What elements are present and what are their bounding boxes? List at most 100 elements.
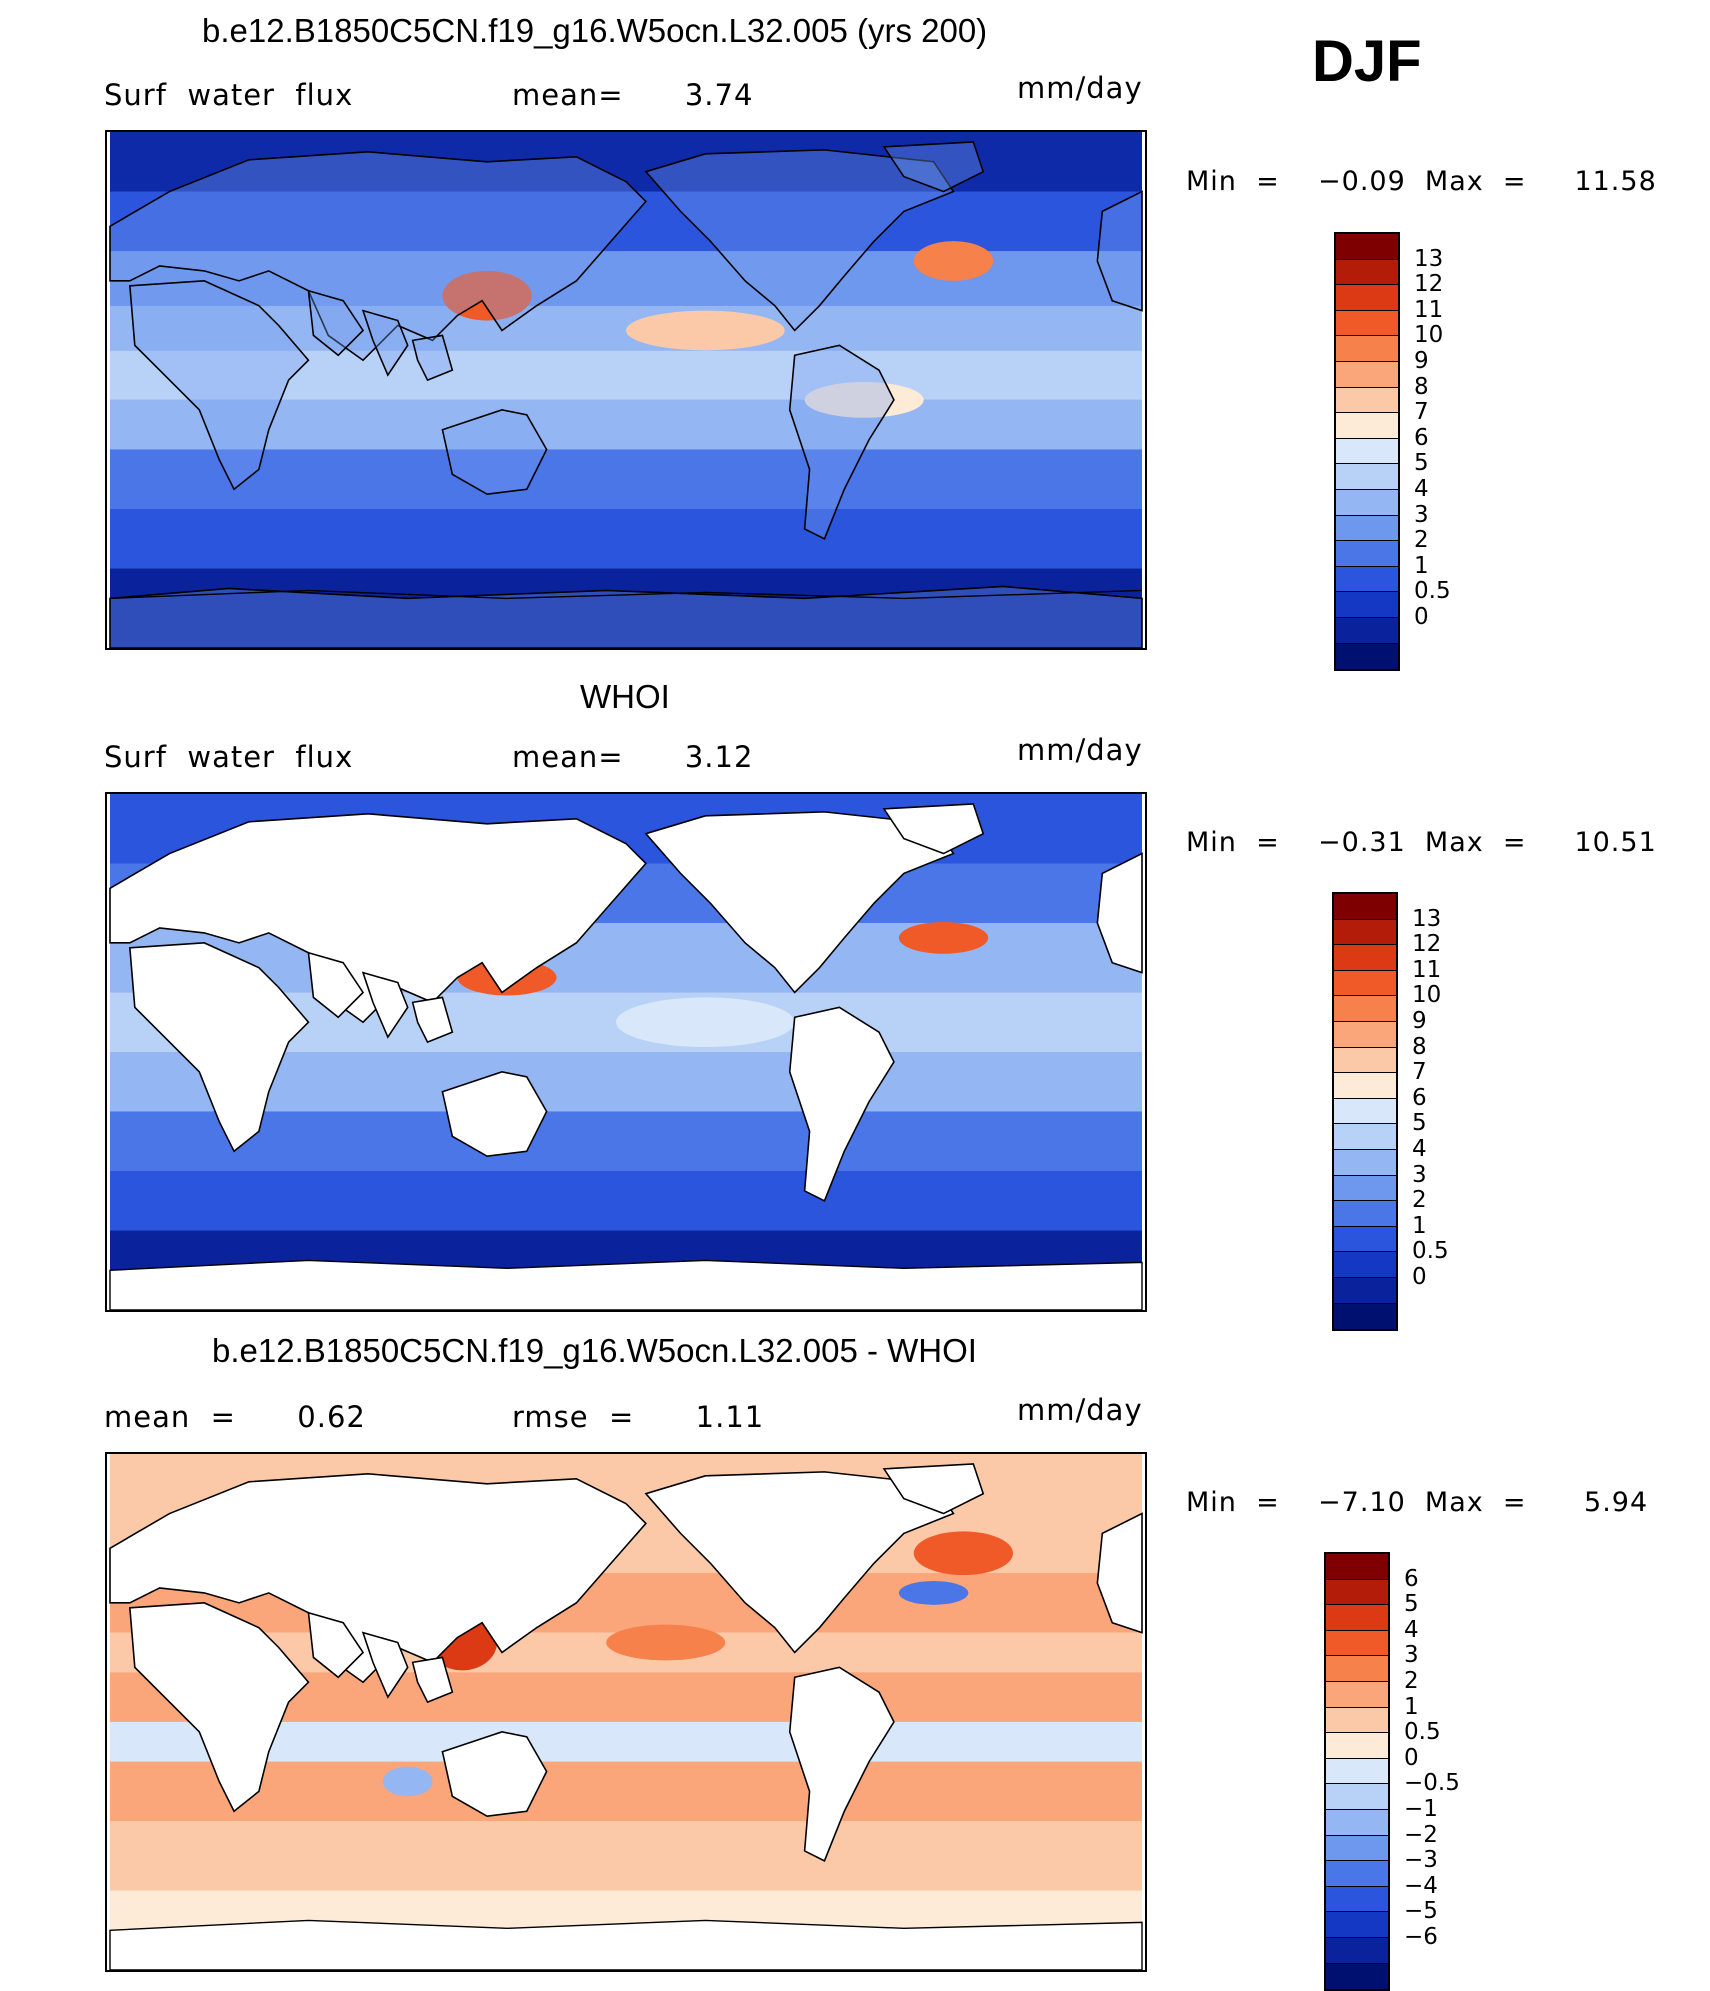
coastline xyxy=(1096,190,1143,312)
colorbar-tick-label: −4 xyxy=(1404,1872,1438,1899)
coastline xyxy=(441,1731,548,1818)
colorbar-tick-label: 6 xyxy=(1414,424,1429,451)
panel1-variable-label: Surf water flux xyxy=(104,78,354,112)
panel2-variable-label: Surf water flux xyxy=(104,740,354,774)
coastline xyxy=(644,1471,955,1654)
colorbar-tick-label: 12 xyxy=(1414,271,1444,298)
coastline xyxy=(1096,1512,1143,1634)
field-band xyxy=(110,1761,1142,1822)
colorbar-tick-label: 7 xyxy=(1412,1059,1427,1086)
coastline xyxy=(128,1602,310,1813)
coastline xyxy=(788,1666,895,1862)
colorbar-swatch xyxy=(1334,1149,1396,1176)
coastline xyxy=(109,151,647,362)
coastline xyxy=(128,280,310,491)
field-anomaly xyxy=(898,922,989,954)
coastline xyxy=(307,289,409,377)
colorbar-swatch xyxy=(1326,1656,1388,1682)
colorbar-tick-label: 0 xyxy=(1412,1264,1427,1290)
colorbar-swatch xyxy=(1334,1073,1396,1099)
colorbar-tick-label: 11 xyxy=(1412,956,1442,983)
colorbar-swatch xyxy=(1334,945,1396,971)
colorbar-swatch xyxy=(1334,1098,1396,1125)
colorbar-tick-label: 9 xyxy=(1414,348,1429,374)
model-precip-map xyxy=(109,132,1143,648)
antarctica-coastline xyxy=(109,589,1143,600)
colorbar-swatch xyxy=(1336,566,1398,593)
panel2-minmax: Min = −0.31 Max = 10.51 xyxy=(1186,827,1657,858)
colorbar-tick-label: −0.5 xyxy=(1404,1770,1460,1797)
coastline xyxy=(788,1006,895,1202)
coastline xyxy=(307,1611,409,1699)
colorbar-tick-label: 10 xyxy=(1414,322,1444,349)
colorbar-tick-label: 4 xyxy=(1404,1616,1419,1643)
colorbar-tick-label: 0.5 xyxy=(1414,578,1451,605)
colorbar-swatch xyxy=(1326,1937,1388,1964)
field-band xyxy=(110,1821,1142,1891)
colorbar-swatch xyxy=(1336,387,1398,414)
panel2-colorbar: 13 12 11 10 9 8 7 6 5 4 3 2 1 0.5 0 xyxy=(1332,892,1474,1332)
panel1-colorbar: 13 12 11 10 9 8 7 6 5 4 3 2 1 0.5 0 xyxy=(1334,232,1476,672)
field-band xyxy=(110,350,1142,400)
obs-map-panel xyxy=(105,792,1147,1312)
colorbar-swatch xyxy=(1334,1252,1396,1278)
field-anomaly xyxy=(442,270,532,321)
colorbar-tick-label: 1 xyxy=(1414,552,1429,579)
colorbar-swatch xyxy=(1326,1835,1388,1862)
colorbar-tick-label: 13 xyxy=(1414,245,1444,272)
field-anomaly xyxy=(382,1766,433,1797)
colorbar-tick-label: 3 xyxy=(1414,501,1429,528)
colorbar-swatches xyxy=(1324,1552,1390,1991)
colorbar-tick-label: −5 xyxy=(1404,1898,1438,1925)
colorbar-tick-label: 4 xyxy=(1414,476,1429,502)
panel1-title: b.e12.B1850C5CN.f19_g16.W5ocn.L32.005 (y… xyxy=(202,12,988,49)
diff-map-panel xyxy=(105,1452,1147,1972)
colorbar-swatch xyxy=(1334,1124,1396,1150)
coastline xyxy=(882,803,985,855)
colorbar-swatch xyxy=(1326,1681,1388,1708)
colorbar-tick-label: 7 xyxy=(1414,399,1429,426)
field-anomaly xyxy=(898,1581,969,1605)
field-anomaly xyxy=(913,1531,1013,1576)
antarctica-coastline xyxy=(109,1919,1143,1970)
colorbar-swatch xyxy=(1326,1912,1388,1938)
colorbar-tick-label: 12 xyxy=(1412,931,1442,958)
field-band xyxy=(110,449,1142,510)
colorbar-tick-label: 1 xyxy=(1412,1212,1427,1239)
colorbar-swatch xyxy=(1334,1226,1396,1253)
coastline xyxy=(882,1463,985,1515)
coastline xyxy=(441,409,548,496)
panel3-title: b.e12.B1850C5CN.f19_g16.W5ocn.L32.005 - … xyxy=(212,1332,977,1369)
colorbar-swatch xyxy=(1336,515,1398,542)
coastline xyxy=(109,1473,647,1684)
colorbar-tick-label: 0 xyxy=(1404,1744,1419,1771)
colorbar-swatch xyxy=(1326,1605,1388,1631)
coastline xyxy=(788,344,895,540)
colorbar-tick-label: 2 xyxy=(1412,1187,1427,1214)
field-band xyxy=(110,1721,1142,1762)
coastline xyxy=(411,1656,454,1704)
colorbar-swatch xyxy=(1336,285,1398,311)
colorbar-swatch xyxy=(1336,310,1398,337)
colorbar-swatch xyxy=(1336,541,1398,567)
field-band xyxy=(110,1111,1142,1172)
colorbar-tick-label: 6 xyxy=(1412,1084,1427,1111)
colorbar-tick-label: −1 xyxy=(1404,1796,1438,1822)
colorbar-swatch xyxy=(1336,336,1398,362)
colorbar-swatch xyxy=(1336,413,1398,439)
panel1-minmax: Min = −0.09 Max = 11.58 xyxy=(1186,166,1657,197)
colorbar-tick-label: 10 xyxy=(1412,982,1442,1009)
coastline xyxy=(441,1071,548,1158)
colorbar-swatch xyxy=(1334,1047,1396,1074)
colorbar-tick-label: 5 xyxy=(1414,450,1429,477)
field-band xyxy=(110,305,1142,351)
colorbar-swatch xyxy=(1336,438,1398,465)
colorbar-swatch xyxy=(1334,919,1396,946)
colorbar-swatches xyxy=(1334,232,1400,672)
colorbar-tick-label: 3 xyxy=(1412,1161,1427,1188)
antarctica-coastline xyxy=(109,1259,1143,1310)
coastline xyxy=(307,951,409,1039)
colorbar-swatch xyxy=(1336,643,1398,670)
colorbar-swatch xyxy=(1326,1784,1388,1810)
panel2-title: WHOI xyxy=(580,678,670,715)
